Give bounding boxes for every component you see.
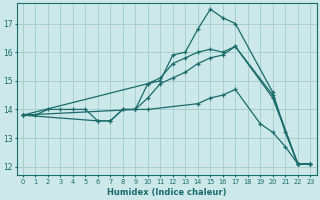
X-axis label: Humidex (Indice chaleur): Humidex (Indice chaleur) [107,188,226,197]
